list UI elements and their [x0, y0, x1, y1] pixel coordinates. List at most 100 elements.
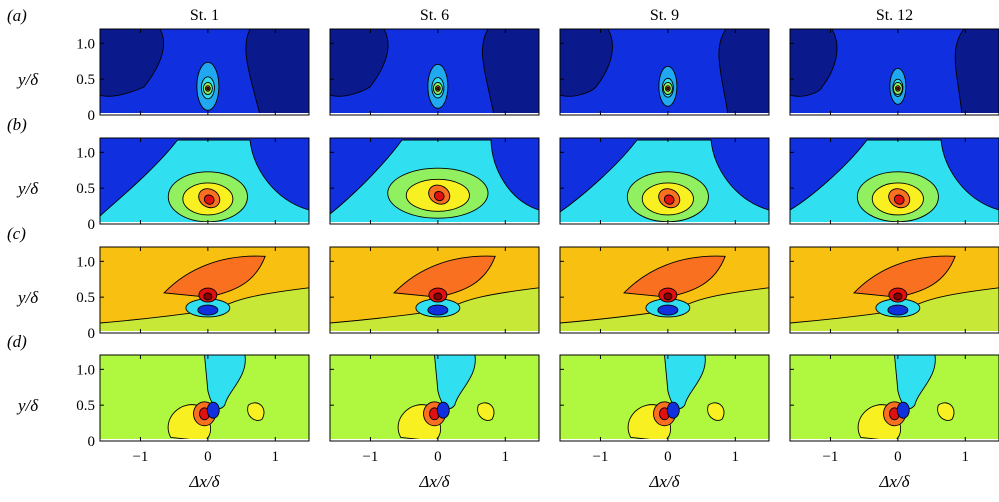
wall-strip [330, 113, 539, 115]
panel-frame [99, 28, 310, 116]
x-tick-label: 1 [962, 449, 970, 465]
column-title: St. 9 [650, 7, 679, 24]
y-axis-label: y/δ [16, 396, 39, 415]
y-tick-label: 0 [88, 108, 96, 124]
contour-level [893, 292, 903, 301]
contour-level [206, 86, 210, 91]
column-title: St. 6 [420, 7, 449, 24]
wall-strip [560, 331, 769, 333]
contour-level [203, 292, 213, 301]
x-tick-label: 1 [732, 449, 740, 465]
panel-frame [329, 137, 540, 225]
column-title: St. 1 [190, 7, 219, 24]
contour-panel: −1 0 1 Δx/δ [559, 354, 770, 491]
contour-level [887, 304, 909, 316]
wall-strip [100, 222, 309, 224]
panel-frame [559, 246, 770, 334]
contour-region [718, 29, 769, 115]
contour-panel: −1 0 1 Δx/δ [329, 354, 540, 491]
contour-panel: 0 0.5 1.0 y/δ (a) [7, 6, 310, 124]
y-tick-label: 1.0 [76, 145, 95, 161]
wall-strip [100, 439, 309, 441]
contour-level [197, 304, 219, 316]
contour-level [657, 304, 679, 316]
panel-frame [329, 246, 540, 334]
contour-level [666, 401, 680, 419]
contour-level [433, 190, 445, 202]
contour-panel [329, 137, 540, 225]
contour-region [482, 29, 539, 115]
contour-region [954, 29, 999, 115]
contour-region [434, 355, 476, 410]
contour-region [853, 255, 956, 298]
panel-frame [99, 354, 310, 442]
contour-level [433, 292, 443, 301]
contour-region [707, 402, 725, 421]
contour-region [477, 402, 495, 421]
panel-frame [559, 354, 770, 442]
contour-region [393, 255, 496, 298]
row-label: (d) [7, 332, 27, 351]
panel-frame [789, 137, 999, 225]
y-tick-label: 1.0 [76, 36, 95, 52]
panel-frame [559, 137, 770, 225]
contour-region [623, 255, 726, 298]
x-tick-label: 1 [272, 449, 280, 465]
contour-region [790, 29, 838, 97]
contour-panel [559, 137, 770, 225]
wall-strip [790, 331, 999, 333]
y-axis-label: y/δ [16, 179, 39, 198]
contour-level [896, 401, 910, 419]
y-tick-label: 1.0 [76, 362, 95, 378]
contour-panel [329, 28, 540, 116]
contour-level [436, 86, 440, 91]
contour-region [100, 29, 165, 97]
y-tick-label: 0.5 [76, 290, 95, 306]
wall-strip [330, 331, 539, 333]
y-tick-label: 1.0 [76, 254, 95, 270]
x-tick-label: 0 [894, 449, 902, 465]
contour-level [896, 86, 900, 91]
x-tick-label: −1 [592, 449, 608, 465]
y-tick-label: 0.5 [76, 181, 95, 197]
contour-panel: 0 0.5 1.0 y/δ (d) −1 0 1 Δx/δ [7, 332, 310, 491]
panel-frame [329, 354, 540, 442]
contour-level [893, 194, 905, 205]
y-tick-label: 0.5 [76, 398, 95, 414]
x-axis-label: Δx/δ [188, 472, 220, 491]
contour-region [937, 402, 955, 421]
wall-strip [330, 439, 539, 441]
y-tick-label: 0 [88, 217, 96, 233]
x-tick-label: −1 [822, 449, 838, 465]
contour-region [560, 29, 613, 97]
contour-region [894, 355, 936, 410]
y-tick-label: 0 [88, 434, 96, 450]
contour-panel [329, 246, 540, 334]
contour-level [663, 194, 675, 205]
contour-level [436, 401, 450, 419]
row-label: (a) [7, 6, 27, 25]
wall-strip [790, 439, 999, 441]
column-title: St. 12 [876, 7, 913, 24]
wall-strip [560, 222, 769, 224]
panel-frame [329, 28, 540, 116]
x-tick-label: −1 [132, 449, 148, 465]
panel-frame [789, 246, 999, 334]
x-axis-label: Δx/δ [418, 472, 450, 491]
x-tick-label: 0 [664, 449, 672, 465]
contour-level [666, 86, 670, 91]
x-tick-label: 0 [434, 449, 442, 465]
contour-region [330, 29, 389, 97]
contour-panel [789, 28, 999, 116]
panel-frame [789, 354, 999, 442]
panel-frame [99, 137, 310, 225]
x-tick-label: 0 [204, 449, 212, 465]
panel-frame [559, 28, 770, 116]
contour-region [163, 255, 266, 298]
contour-panel: 0 0.5 1.0 y/δ (c) [7, 224, 310, 342]
contour-panel [559, 246, 770, 334]
contour-level [203, 194, 215, 205]
contour-panel: −1 0 1 Δx/δ [789, 354, 999, 491]
contour-level [427, 304, 449, 316]
